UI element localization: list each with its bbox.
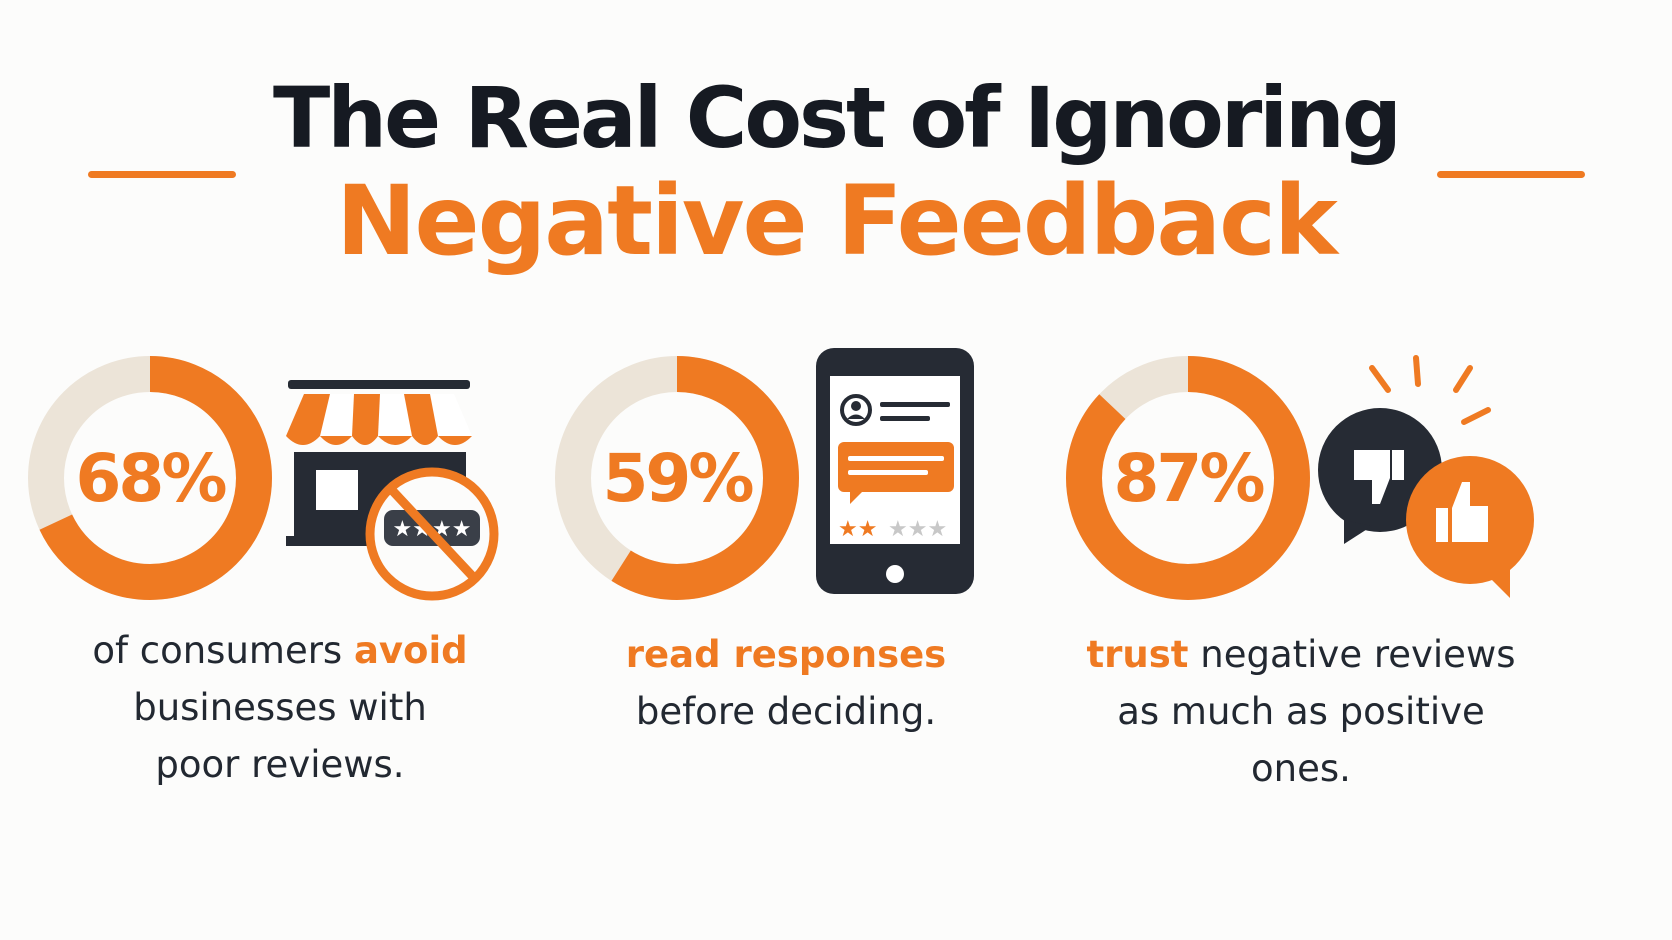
svg-text:★★: ★★ [838,517,877,542]
svg-text:★★★: ★★★ [888,517,947,542]
caption-line-1: trust negative reviews [1086,633,1516,676]
storefront-no-reviews-icon: ★★★★ [280,376,510,606]
caption-line-3: poor reviews. [155,743,405,786]
donut-arc [555,356,799,600]
title-rule-left [88,171,236,178]
caption-highlight: avoid [353,629,468,672]
stat-percentage: 68% [75,439,228,517]
donut-arc [1066,356,1310,600]
stat-caption: read responses before deciding. [596,626,976,740]
title-block: The Real Cost of Ignoring Negative Feedb… [0,70,1672,276]
title-rule-right [1437,171,1585,178]
caption-line-2: businesses with [133,686,427,729]
thumbs-up-down-speech-icon [1310,354,1550,606]
caption-highlight: read responses [625,633,947,676]
phone-review-response-icon: ★★ ★★★ [814,346,976,600]
donut-chart: 59% [551,352,803,604]
donut-chart: 68% [24,352,276,604]
title-line-2: Negative Feedback [336,165,1338,277]
stat-percentage: 59% [602,439,755,517]
caption-line-2: as much as positive ones. [1117,690,1485,790]
caption-highlight: trust [1086,633,1189,676]
caption-line-1: of consumers avoid [92,629,468,672]
caption-line-2: before deciding. [635,690,937,733]
donut-chart: 87% [1062,352,1314,604]
stat-caption: trust negative reviews as much as positi… [1066,626,1536,797]
title-line-1: The Real Cost of Ignoring [273,69,1402,167]
donut-arc [28,356,272,600]
stat-percentage: 87% [1113,439,1266,517]
stat-caption: of consumers avoid businesses with poor … [60,622,500,793]
